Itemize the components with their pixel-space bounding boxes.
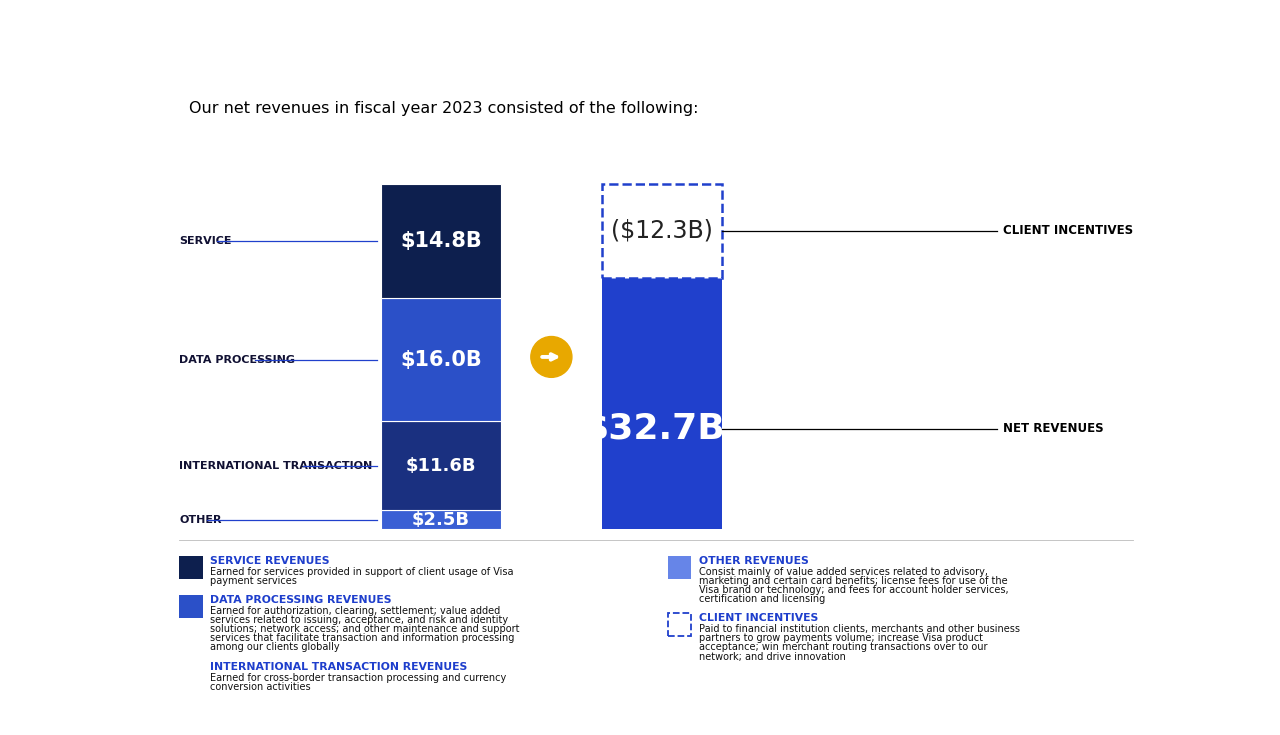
Bar: [179, 662, 202, 684]
Text: OTHER REVENUES: OTHER REVENUES: [699, 556, 809, 566]
Text: Consist mainly of value added services related to advisory,: Consist mainly of value added services r…: [699, 567, 988, 577]
Bar: [668, 556, 691, 578]
Text: marketing and certain card benefits; license fees for use of the: marketing and certain card benefits; lic…: [699, 576, 1007, 586]
Bar: [179, 595, 202, 618]
Text: conversion activities: conversion activities: [210, 682, 311, 692]
Text: SERVICE: SERVICE: [179, 237, 232, 246]
Text: INTERNATIONAL TRANSACTION: INTERNATIONAL TRANSACTION: [179, 461, 372, 470]
Text: $14.8B: $14.8B: [401, 232, 481, 251]
Text: network; and drive innovation: network; and drive innovation: [699, 651, 846, 662]
Text: services that facilitate transaction and information processing: services that facilitate transaction and…: [210, 634, 515, 643]
Bar: [381, 184, 500, 298]
Text: DATA PROCESSING: DATA PROCESSING: [179, 354, 296, 365]
Text: Earned for services provided in support of client usage of Visa: Earned for services provided in support …: [210, 567, 513, 577]
Bar: [381, 421, 500, 510]
Text: among our clients globally: among our clients globally: [210, 642, 340, 653]
Text: Earned for authorization, clearing, settlement; value added: Earned for authorization, clearing, sett…: [210, 606, 500, 616]
Text: OTHER: OTHER: [179, 514, 221, 525]
Text: ($12.3B): ($12.3B): [611, 219, 713, 243]
Text: solutions; network access; and other maintenance and support: solutions; network access; and other mai…: [210, 624, 520, 634]
Text: DATA PROCESSING REVENUES: DATA PROCESSING REVENUES: [210, 595, 392, 605]
Text: $11.6B: $11.6B: [406, 456, 476, 475]
Bar: [179, 556, 202, 578]
Text: acceptance; win merchant routing transactions over to our: acceptance; win merchant routing transac…: [699, 642, 987, 653]
Circle shape: [531, 337, 572, 377]
Bar: [602, 278, 722, 529]
Text: Visa brand or technology; and fees for account holder services,: Visa brand or technology; and fees for a…: [699, 585, 1009, 595]
Text: Paid to financial institution clients, merchants and other business: Paid to financial institution clients, m…: [699, 624, 1020, 634]
Text: $2.5B: $2.5B: [412, 511, 470, 528]
Bar: [381, 510, 500, 529]
Bar: [602, 184, 722, 278]
Text: CLIENT INCENTIVES: CLIENT INCENTIVES: [699, 613, 818, 623]
Text: certification and licensing: certification and licensing: [699, 594, 824, 604]
Text: Our net revenues in fiscal year 2023 consisted of the following:: Our net revenues in fiscal year 2023 con…: [189, 101, 699, 116]
Text: SERVICE REVENUES: SERVICE REVENUES: [210, 556, 330, 566]
Bar: [668, 613, 691, 637]
Text: $32.7B¹: $32.7B¹: [584, 412, 741, 446]
Text: $16.0B: $16.0B: [401, 350, 481, 370]
Text: Earned for cross-border transaction processing and currency: Earned for cross-border transaction proc…: [210, 673, 507, 683]
Text: INTERNATIONAL TRANSACTION REVENUES: INTERNATIONAL TRANSACTION REVENUES: [210, 662, 467, 672]
Text: partners to grow payments volume; increase Visa product: partners to grow payments volume; increa…: [699, 634, 983, 643]
Text: NET REVENUES: NET REVENUES: [1004, 423, 1103, 435]
Text: CLIENT INCENTIVES: CLIENT INCENTIVES: [1004, 224, 1133, 237]
Bar: [381, 298, 500, 421]
Text: payment services: payment services: [210, 576, 297, 586]
Text: services related to issuing, acceptance, and risk and identity: services related to issuing, acceptance,…: [210, 615, 508, 625]
